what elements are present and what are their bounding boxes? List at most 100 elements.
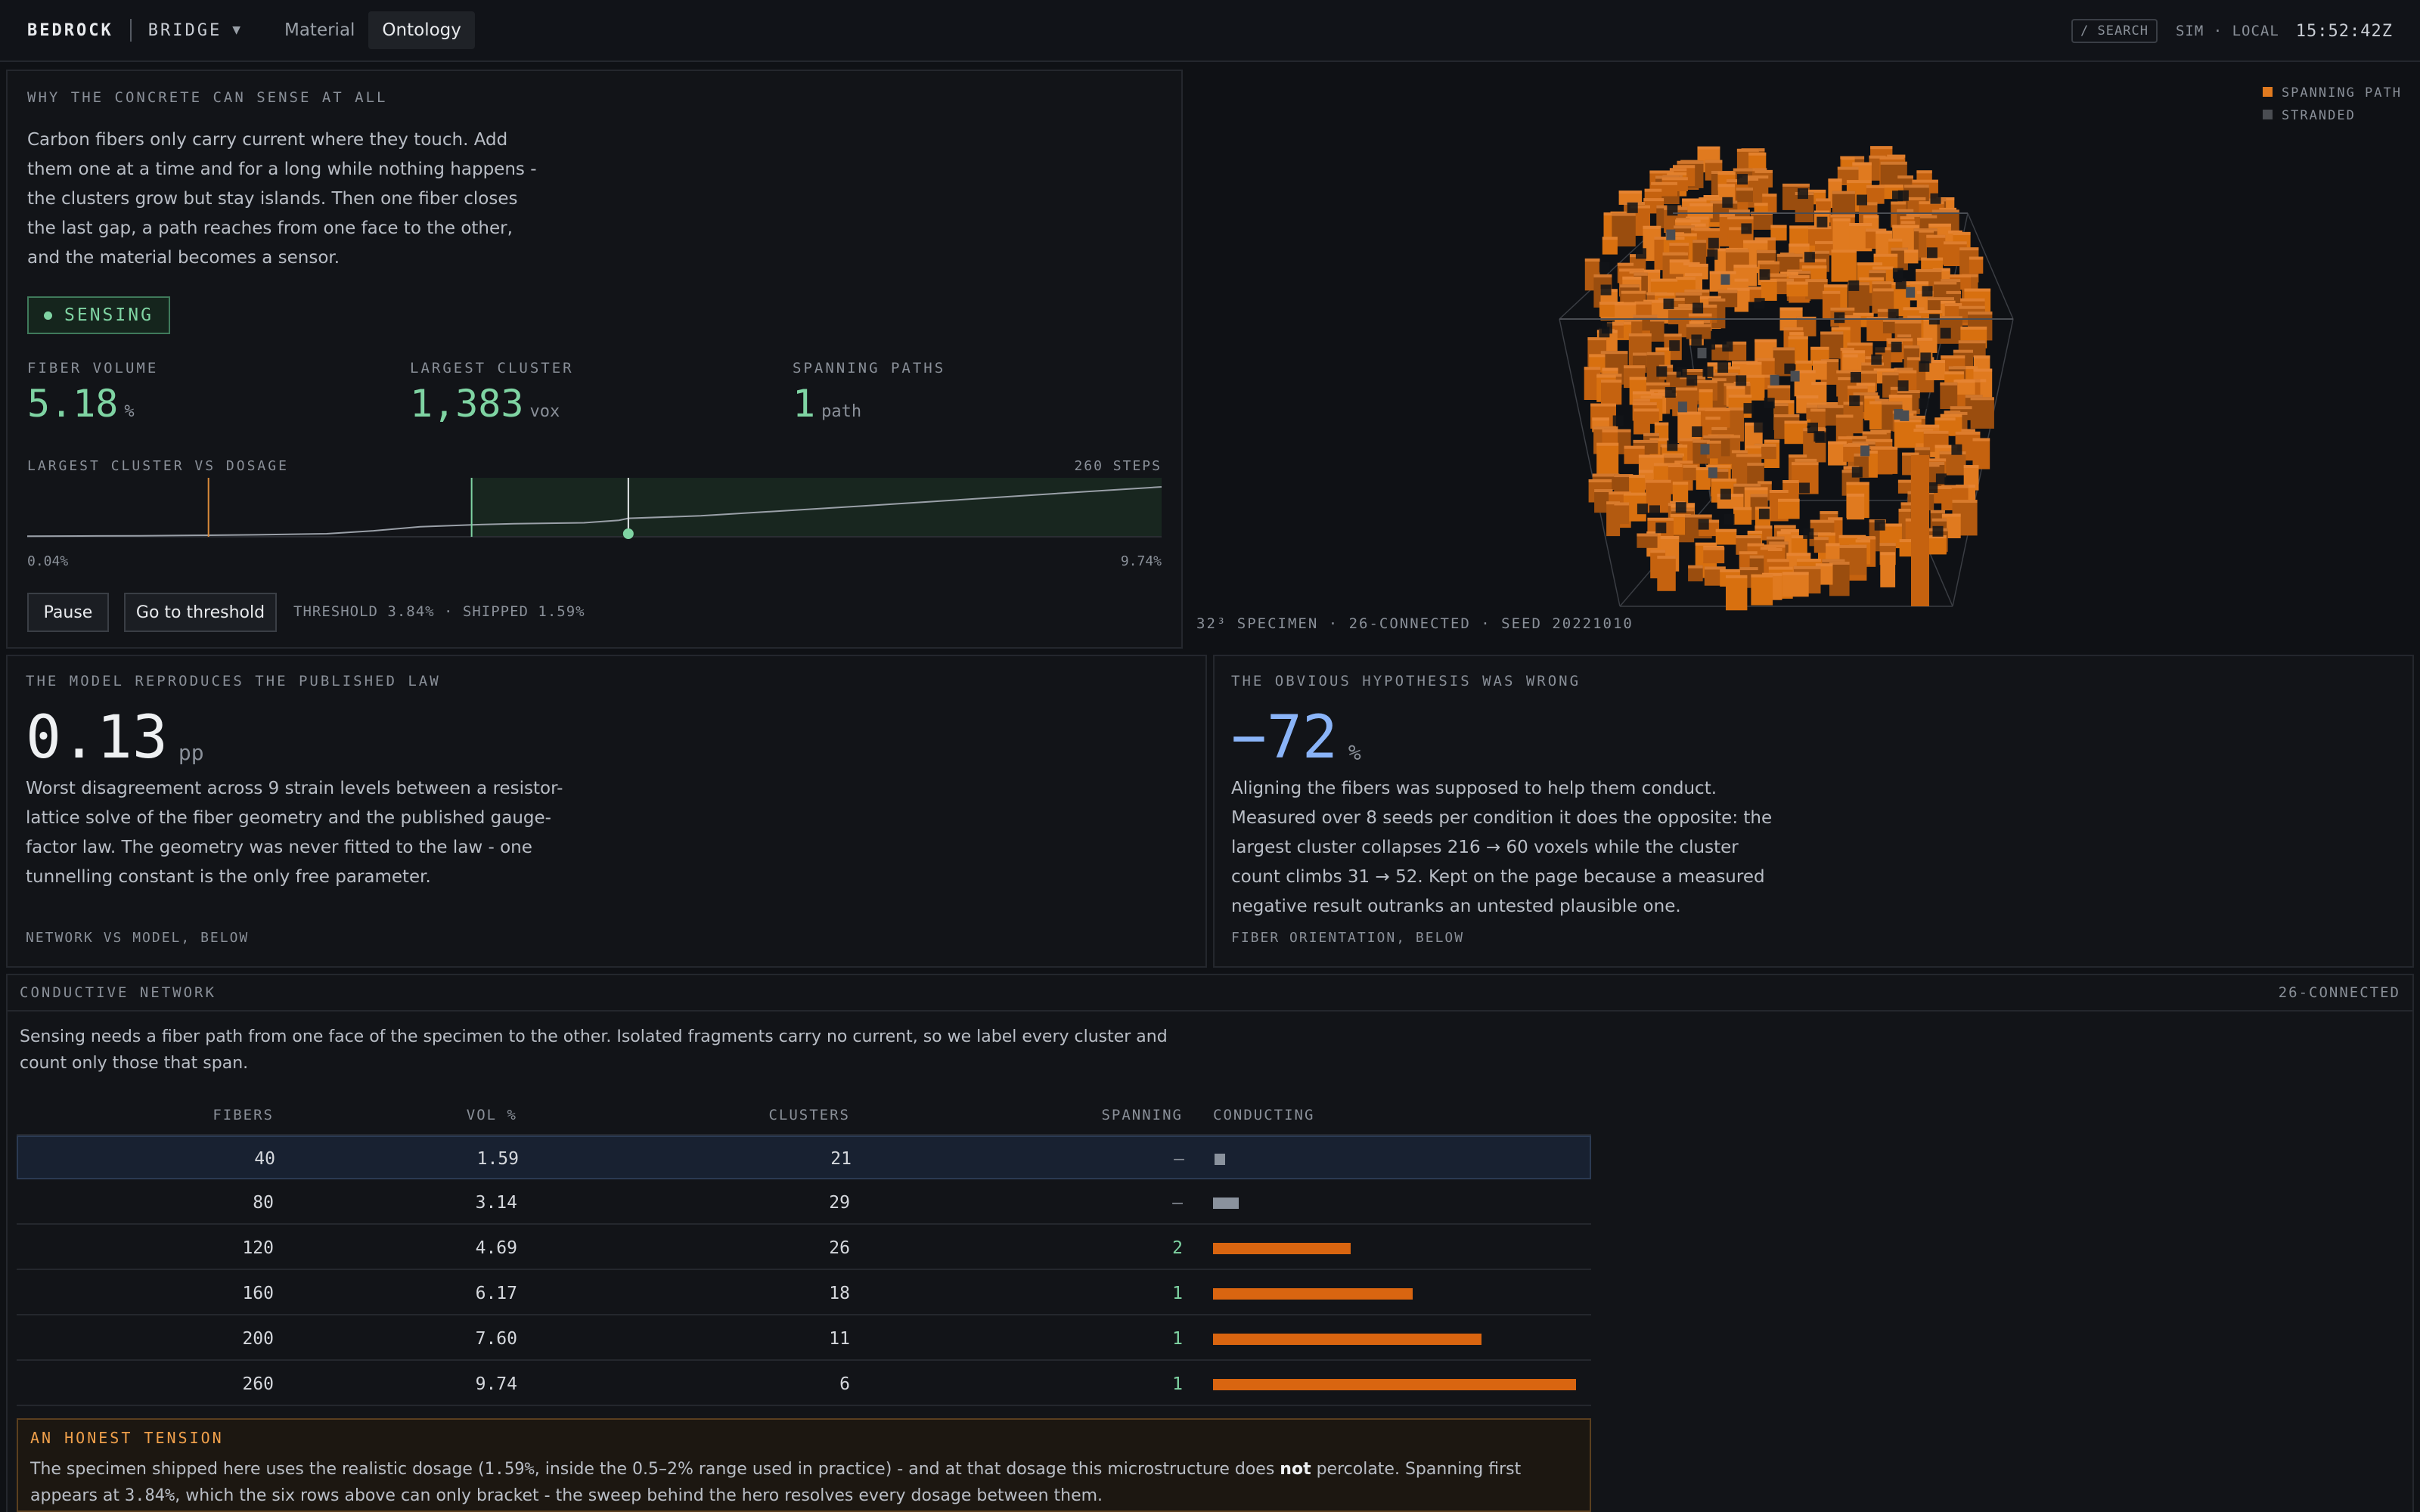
voxel-highlight <box>1914 447 1931 451</box>
tension-heading: AN HONEST TENSION <box>30 1429 224 1447</box>
dosage-sparkline[interactable] <box>27 478 1162 550</box>
voxel-highlight <box>1692 439 1710 443</box>
tab-ontology[interactable]: Ontology <box>368 11 475 49</box>
voxel-highlight <box>1968 311 1993 315</box>
voxel-highlight <box>1900 216 1915 220</box>
voxel-highlight <box>1969 256 1984 260</box>
cell-clusters: 26 <box>829 1238 850 1258</box>
voxel-highlight <box>1940 414 1962 417</box>
voxel-highlight <box>1838 436 1853 440</box>
voxel-highlight <box>1786 271 1811 274</box>
table-row[interactable]: 80 3.14 29 – <box>17 1181 1591 1225</box>
voxel <box>1963 465 1979 491</box>
legend-item-stranded[interactable]: STRANDED <box>2262 104 2402 127</box>
table-row[interactable]: 40 1.59 21 – <box>17 1136 1591 1179</box>
voxel-highlight <box>1645 479 1671 483</box>
column-header-vol: VOL % <box>466 1107 517 1123</box>
voxel-highlight <box>1941 513 1961 517</box>
voxel-highlight <box>1853 392 1879 396</box>
sparkline-x-max: 9.74% <box>1120 553 1162 569</box>
voxel-highlight <box>1866 184 1885 188</box>
voxel <box>1650 318 1665 342</box>
voxel-highlight <box>1660 536 1680 539</box>
cell-fibers: 40 <box>254 1149 275 1169</box>
chevron-down-icon[interactable]: ▼ <box>232 24 240 36</box>
voxel-highlight <box>1669 168 1687 172</box>
voxel-highlight <box>1960 327 1987 330</box>
voxel-highlight <box>1813 537 1829 541</box>
void-gap <box>1754 298 1765 309</box>
specimen-3d-render[interactable] <box>1529 122 2059 637</box>
cell-vol: 3.14 <box>475 1193 517 1213</box>
voxel <box>1831 249 1857 282</box>
voxel-highlight <box>1960 298 1985 302</box>
hypothesis-card-unit: % <box>1348 740 1361 765</box>
voxel-highlight <box>1891 201 1907 205</box>
go-to-threshold-button[interactable]: Go to threshold <box>124 593 277 632</box>
voxel-highlight <box>1955 431 1981 435</box>
voxel-highlight <box>1899 539 1915 543</box>
voxel-highlight <box>1941 279 1961 283</box>
table-row[interactable]: 260 9.74 6 1 <box>17 1362 1591 1406</box>
legend-label: STRANDED <box>2281 108 2356 123</box>
voxel-highlight <box>1717 172 1736 175</box>
pause-button[interactable]: Pause <box>27 593 109 632</box>
voxel-highlight <box>1784 420 1807 424</box>
voxel-highlight <box>1732 361 1758 364</box>
voxel-highlight <box>1733 168 1753 172</box>
void-gap <box>1676 367 1687 378</box>
voxel-highlight <box>1633 439 1658 443</box>
voxel-highlight <box>1675 292 1702 296</box>
metric-unit: path <box>821 402 862 421</box>
voxel-highlight <box>1873 368 1897 372</box>
voxel-highlight <box>1952 500 1978 503</box>
voxel-highlight <box>1624 318 1643 322</box>
voxel <box>1944 303 1962 321</box>
voxel <box>1813 537 1829 553</box>
search-button[interactable]: / SEARCH <box>2071 19 2158 43</box>
legend-item-spanning[interactable]: SPANNING PATH <box>2262 82 2402 104</box>
hypothesis-card: THE OBVIOUS HYPOTHESIS WAS WRONG −72 % A… <box>1213 655 2414 968</box>
voxel-highlight <box>1624 365 1646 369</box>
tab-material[interactable]: Material <box>284 20 355 40</box>
void-gap <box>1851 372 1861 383</box>
voxel-highlight <box>1886 338 1913 342</box>
voxel-highlight <box>1789 243 1810 247</box>
sparkline-x-min: 0.04% <box>27 553 69 569</box>
table-row[interactable]: 120 4.69 26 2 <box>17 1226 1591 1270</box>
voxel-highlight <box>1879 523 1902 527</box>
voxel-highlight <box>1767 548 1782 551</box>
voxel-highlight <box>1711 344 1729 348</box>
table-row[interactable]: 160 6.17 18 1 <box>17 1272 1591 1315</box>
voxel-highlight <box>1706 464 1731 468</box>
voxel-highlight <box>1606 322 1624 326</box>
void-gap <box>1655 522 1667 534</box>
voxel-highlight <box>1643 269 1661 273</box>
product-switcher[interactable]: BRIDGE <box>147 20 222 40</box>
void-gap <box>1871 354 1882 365</box>
voxel-highlight <box>1866 438 1893 442</box>
voxel-highlight <box>1675 219 1701 223</box>
specimen-viewer[interactable]: SPANNING PATH STRANDED 32³ SPECIMEN · 26… <box>1189 70 2414 649</box>
brand-logo[interactable]: BEDROCK <box>27 20 113 40</box>
cell-clusters: 18 <box>829 1284 850 1303</box>
stranded-voxel <box>1697 348 1707 358</box>
tension-text-part: , which the six rows above can only brac… <box>175 1486 1103 1505</box>
voxel-highlight <box>1758 481 1772 485</box>
void-gap <box>1686 375 1698 386</box>
cell-spanning: 1 <box>1172 1284 1183 1303</box>
voxel-highlight <box>1709 271 1736 274</box>
voxel-highlight <box>1944 241 1967 245</box>
voxel-highlight <box>1717 184 1736 187</box>
void-gap <box>1926 247 1938 259</box>
table-row[interactable]: 200 7.60 11 1 <box>17 1317 1591 1361</box>
void-gap <box>1940 327 1951 339</box>
legend-swatch-icon <box>2262 87 2273 97</box>
voxel-highlight <box>1651 181 1677 185</box>
voxel-highlight <box>1717 407 1745 411</box>
voxel-highlight <box>1655 347 1671 351</box>
voxel <box>1940 382 1958 409</box>
voxel-highlight <box>1691 223 1706 227</box>
voxel-highlight <box>1778 498 1800 502</box>
threshold-footnote: THRESHOLD 3.84% · SHIPPED 1.59% <box>293 603 585 620</box>
